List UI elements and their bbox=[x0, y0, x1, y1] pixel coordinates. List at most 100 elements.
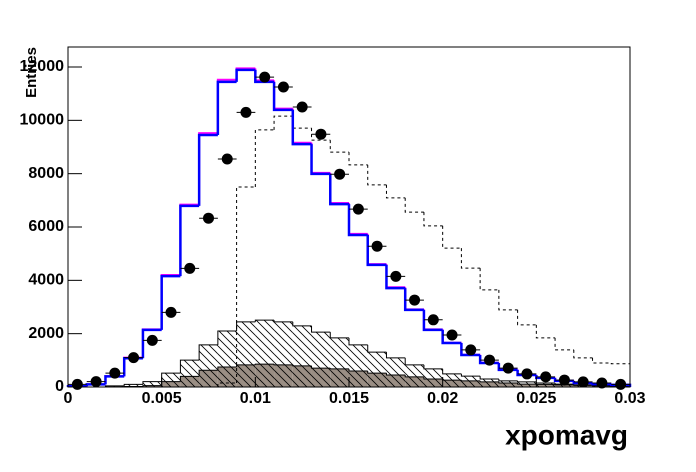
histogram-bin bbox=[386, 357, 406, 387]
histogram-step bbox=[460, 373, 481, 377]
histogram-step bbox=[217, 382, 237, 387]
histogram-bin bbox=[536, 383, 556, 387]
histogram-step bbox=[366, 235, 387, 267]
data-point bbox=[558, 374, 570, 386]
data-point bbox=[577, 376, 589, 388]
histogram-step bbox=[460, 248, 481, 269]
histogram-step bbox=[479, 268, 499, 291]
histogram-step bbox=[423, 212, 443, 227]
histogram-step bbox=[348, 152, 368, 166]
histogram-step bbox=[442, 368, 462, 375]
histogram-step bbox=[554, 337, 574, 351]
histogram-step bbox=[385, 352, 406, 359]
histogram-step bbox=[216, 80, 237, 135]
data-point bbox=[409, 294, 421, 306]
x-tick-label: 0.005 bbox=[142, 390, 182, 407]
histogram-bin bbox=[405, 364, 424, 387]
data-point bbox=[427, 314, 439, 326]
data-point bbox=[146, 334, 158, 346]
histogram-step bbox=[385, 264, 406, 290]
data-point bbox=[465, 344, 477, 356]
histogram-bin bbox=[442, 373, 462, 387]
histogram-step bbox=[441, 329, 462, 345]
histogram-step bbox=[479, 376, 499, 380]
y-tick-label: 4000 bbox=[28, 272, 64, 289]
data-point bbox=[371, 240, 383, 252]
data-point bbox=[221, 153, 233, 165]
histogram-step bbox=[403, 288, 424, 312]
histogram-bin bbox=[498, 380, 518, 387]
data-point bbox=[165, 306, 177, 318]
histogram-step bbox=[311, 128, 331, 141]
histogram-step bbox=[198, 344, 218, 361]
data-point bbox=[277, 81, 289, 93]
histogram-step bbox=[367, 344, 387, 353]
data-point bbox=[521, 368, 533, 380]
data-point bbox=[203, 212, 214, 224]
y-tick-label: 6000 bbox=[28, 218, 64, 235]
data-point bbox=[240, 106, 252, 118]
histogram-step bbox=[142, 381, 162, 385]
y-tick-label: 2000 bbox=[28, 325, 64, 342]
histogram-bin bbox=[274, 321, 293, 387]
histogram-step bbox=[442, 225, 462, 249]
histogram-step bbox=[273, 320, 293, 323]
data-point bbox=[334, 168, 346, 180]
plot-area bbox=[66, 67, 632, 390]
histogram-step bbox=[367, 164, 387, 186]
data-point bbox=[540, 371, 552, 383]
histogram-step bbox=[197, 133, 218, 206]
histogram-step bbox=[273, 115, 293, 130]
histogram-step bbox=[179, 359, 200, 374]
histogram-bin bbox=[161, 373, 181, 387]
histogram-step bbox=[292, 321, 312, 327]
y-tick-label: 8000 bbox=[28, 165, 64, 182]
x-tick-label: 0.015 bbox=[329, 390, 369, 407]
y-tick-label: 0 bbox=[55, 378, 64, 395]
x-tick-label: 0 bbox=[64, 390, 73, 407]
histogram-step bbox=[404, 357, 424, 366]
histogram-bin bbox=[311, 332, 331, 387]
data-point bbox=[484, 354, 495, 366]
histogram-step bbox=[141, 328, 162, 359]
histogram-step bbox=[123, 383, 143, 386]
histogram-step bbox=[254, 69, 275, 84]
histogram-step bbox=[592, 357, 612, 364]
histogram-series bbox=[68, 71, 630, 390]
data-point bbox=[446, 329, 458, 341]
histogram-bin bbox=[105, 385, 125, 387]
data-point bbox=[109, 367, 121, 379]
histogram-step bbox=[291, 109, 312, 146]
data-point bbox=[352, 203, 364, 215]
x-tick-label: 0.01 bbox=[240, 390, 271, 407]
histogram-step bbox=[348, 337, 368, 346]
histogram-step bbox=[535, 324, 556, 339]
histogram-step bbox=[517, 309, 537, 326]
x-axis-label: xpomavg bbox=[505, 419, 628, 450]
histogram-bin bbox=[461, 376, 481, 387]
x-tick-label: 0.03 bbox=[614, 390, 645, 407]
histogram-bin bbox=[236, 321, 256, 387]
histogram-bin bbox=[142, 381, 162, 387]
histogram-step bbox=[217, 330, 237, 345]
data-point bbox=[502, 362, 514, 374]
histogram-bin bbox=[255, 320, 275, 387]
histogram-step bbox=[422, 309, 443, 332]
histogram-step bbox=[311, 325, 331, 333]
histogram-step bbox=[254, 319, 275, 322]
histogram-step bbox=[329, 332, 349, 339]
data-point bbox=[128, 352, 140, 364]
histogram-step bbox=[254, 129, 275, 187]
x-tick-label: 0.025 bbox=[516, 390, 556, 407]
histogram-step bbox=[329, 140, 349, 153]
y-axis-label: Entries bbox=[23, 47, 40, 98]
data-point bbox=[615, 378, 627, 390]
histogram-bin bbox=[292, 325, 312, 387]
histogram-step bbox=[404, 197, 424, 213]
histogram-bin bbox=[349, 344, 368, 387]
histogram-bin bbox=[330, 337, 349, 387]
histogram-step bbox=[347, 204, 368, 237]
y-tick-label: 10000 bbox=[20, 112, 65, 129]
histogram-step bbox=[423, 364, 443, 370]
